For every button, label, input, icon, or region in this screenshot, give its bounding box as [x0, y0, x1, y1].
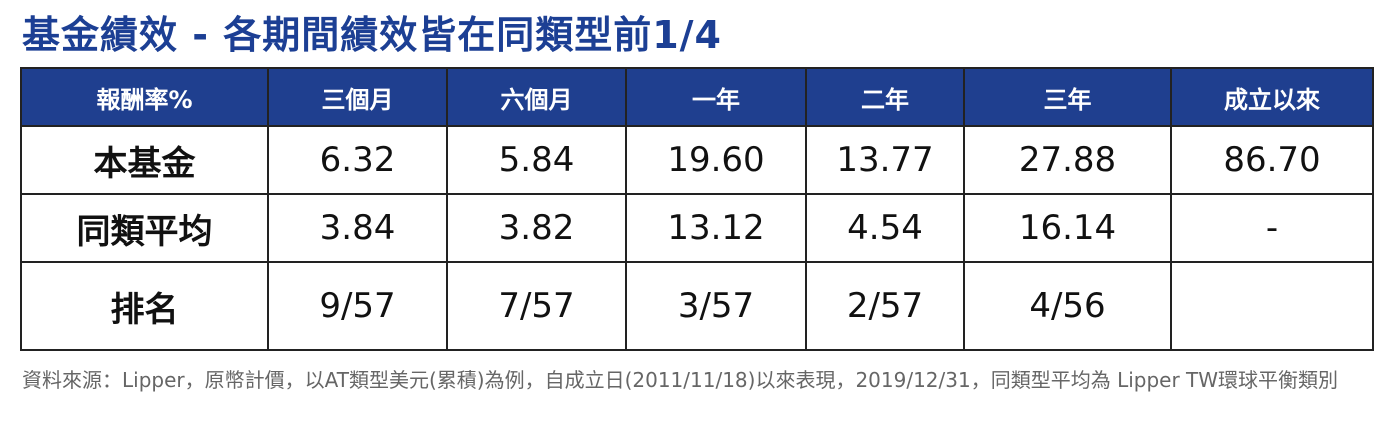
- table-row: 同類平均 3.84 3.82 13.12 4.54 16.14-: [20, 193, 1374, 263]
- table-cell: 3/57: [625, 261, 807, 351]
- table-body: 本基金 6.32 5.84 19.60 13.77 27.88 86.70 同類平均 3.84 3…: [20, 125, 1374, 351]
- table-cell: -: [1170, 193, 1374, 263]
- table-cell: 13.77: [805, 125, 965, 195]
- table-cell: 9/57: [267, 261, 448, 351]
- column-header: 三個月: [267, 67, 448, 127]
- table-cell: 7/57: [446, 261, 627, 351]
- table-cell: 4.54: [805, 193, 965, 263]
- performance-table: 報酬率% 三個月 六個月 一年 二年 三年 成立以來 本基金 6.32 5.84 19.60 13.…: [20, 67, 1374, 351]
- table-cell: 13.12: [625, 193, 807, 263]
- column-header: 三年: [963, 67, 1172, 127]
- column-header: 報酬率%: [20, 67, 269, 127]
- table-cell: 3.84: [267, 193, 448, 263]
- table-cell: 19.60: [625, 125, 807, 195]
- row-label: 本基金: [20, 125, 269, 195]
- table-cell: 2/57: [805, 261, 965, 351]
- table-cell: 3.82: [446, 193, 627, 263]
- table-cell: 16.14: [963, 193, 1172, 263]
- footnote: 資料來源：Lipper，原幣計價，以AT類型美元(累積)為例，自成立日(2011…: [22, 368, 1339, 392]
- column-header: 二年: [805, 67, 965, 127]
- title: 基金績效 - 各期間績效皆在同類型前1/4: [22, 13, 722, 57]
- table-cell: 5.84: [446, 125, 627, 195]
- table-cell: 86.70: [1170, 125, 1374, 195]
- column-header: 六個月: [446, 67, 627, 127]
- row-label: 排名: [20, 261, 269, 351]
- column-header: 成立以來: [1170, 67, 1374, 127]
- table-row: 排名 9/57 7/57 3/57 2/57 4/56: [20, 261, 1374, 351]
- table-cell: 4/56: [963, 261, 1172, 351]
- table-cell: 27.88: [963, 125, 1172, 195]
- column-header: 一年: [625, 67, 807, 127]
- row-label: 同類平均: [20, 193, 269, 263]
- header-row: 報酬率% 三個月 六個月 一年 二年 三年 成立以來: [20, 67, 1374, 127]
- table-cell: 6.32: [267, 125, 448, 195]
- table-cell: [1170, 261, 1374, 351]
- table-row: 本基金 6.32 5.84 19.60 13.77 27.88 86.70: [20, 125, 1374, 195]
